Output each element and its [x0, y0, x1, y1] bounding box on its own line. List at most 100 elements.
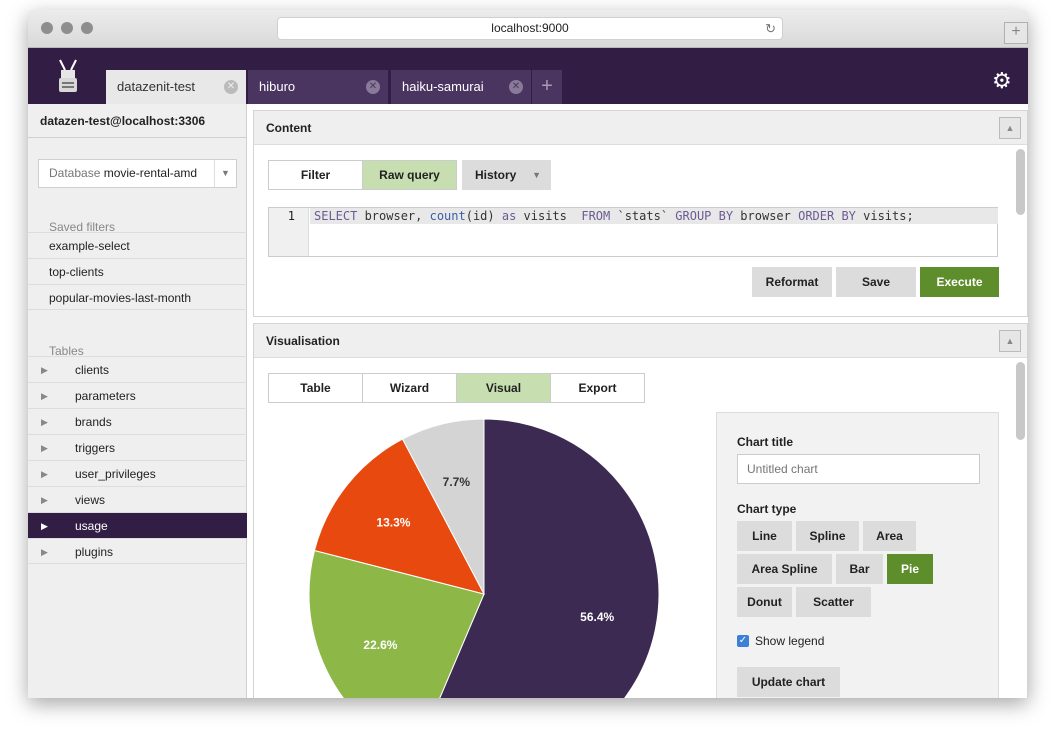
saved-filters-heading: Saved filters	[49, 220, 116, 234]
tab-label: hiburo	[259, 79, 296, 94]
database-select[interactable]: Database movie-rental-amd ▼	[38, 159, 237, 188]
sql-keyword: SELECT	[314, 209, 358, 223]
tab-raw-query[interactable]: Raw query	[363, 161, 456, 189]
tab-filter[interactable]: Filter	[269, 161, 363, 189]
reformat-button[interactable]: Reformat	[752, 267, 832, 297]
collapse-up-icon[interactable]: ▲	[999, 117, 1021, 139]
visualisation-scrollbar[interactable]	[1016, 362, 1025, 440]
table-item-clients[interactable]: ▶ clients	[28, 356, 247, 382]
chart-type-bar[interactable]: Bar	[836, 554, 883, 584]
tab-datazenit-test[interactable]: datazenit-test ✕	[106, 70, 246, 104]
close-window-button[interactable]	[41, 22, 53, 34]
content-scrollbar[interactable]	[1016, 149, 1025, 215]
chart-type-spline[interactable]: Spline	[796, 521, 859, 551]
pie-slice[interactable]	[308, 549, 485, 698]
visualisation-tabs: Table Wizard Visual Export	[268, 373, 645, 403]
table-item-triggers[interactable]: ▶ triggers	[28, 434, 247, 460]
chart-type-scatter[interactable]: Scatter	[796, 587, 871, 617]
chart-type-line[interactable]: Line	[737, 521, 792, 551]
update-chart-button[interactable]: Update chart	[737, 667, 840, 697]
close-icon[interactable]: ✕	[509, 80, 523, 94]
tab-label: haiku-samurai	[402, 79, 484, 94]
database-name: movie-rental-amd	[103, 166, 198, 180]
execute-button[interactable]: Execute	[920, 267, 999, 297]
tables-list: ▶ clients ▶ parameters ▶ brands ▶ triggers ▶…	[28, 356, 247, 564]
visualisation-panel: Visualisation ▲ Table Wizard Visual Expo…	[253, 323, 1028, 698]
table-item-usage[interactable]: ▶ usage	[28, 512, 247, 538]
close-icon[interactable]: ✕	[366, 80, 380, 94]
saved-filter-item[interactable]: example-select	[28, 232, 247, 258]
expand-triangle-icon[interactable]: ▶	[41, 417, 48, 427]
tab-visual[interactable]: Visual	[457, 374, 551, 402]
chart-type-area-spline[interactable]: Area Spline	[737, 554, 832, 584]
show-legend-label: Show legend	[755, 634, 825, 648]
show-legend-checkbox[interactable]: ✓	[737, 635, 749, 647]
main-area: Content ▲ Filter Raw query History ▼ 1 S…	[253, 110, 1028, 698]
content-panel: Content ▲ Filter Raw query History ▼ 1 S…	[253, 110, 1028, 317]
connection-name: datazen-test@localhost:3306	[28, 104, 246, 138]
chart-type-donut[interactable]: Donut	[737, 587, 792, 617]
pie-chart: 56.4% 22.6% 13.3% 7.7%	[308, 419, 660, 698]
pie-slice[interactable]	[416, 419, 660, 698]
tab-label: datazenit-test	[117, 79, 196, 94]
tab-wizard[interactable]: Wizard	[363, 374, 457, 402]
line-number: 1	[269, 208, 309, 256]
expand-triangle-icon[interactable]: ▶	[41, 495, 48, 505]
pie-slice-label: 56.4%	[580, 610, 614, 624]
saved-filter-item[interactable]: top-clients	[28, 258, 247, 284]
table-item-plugins[interactable]: ▶ plugins	[28, 538, 247, 564]
sql-function: count	[429, 209, 466, 223]
expand-triangle-icon[interactable]: ▶	[41, 469, 48, 479]
save-button[interactable]: Save	[836, 267, 916, 297]
pie-slice-label: 22.6%	[363, 638, 397, 652]
pie-slice[interactable]	[401, 419, 485, 595]
minimize-window-button[interactable]	[61, 22, 73, 34]
history-label: History	[475, 168, 517, 182]
tab-table[interactable]: Table	[269, 374, 363, 402]
saved-filters-list: example-select top-clients popular-movie…	[28, 232, 247, 310]
pie-slice-label: 7.7%	[443, 475, 471, 489]
browser-titlebar: localhost:9000 ↻ +	[28, 10, 1028, 48]
table-label: triggers	[75, 441, 116, 455]
table-label: plugins	[75, 545, 114, 559]
chevron-down-icon[interactable]: ▼	[214, 160, 236, 187]
table-label: usage	[75, 519, 108, 533]
tab-haiku-samurai[interactable]: haiku-samurai ✕	[391, 70, 531, 104]
zoom-window-button[interactable]	[81, 22, 93, 34]
robot-logo-icon	[59, 59, 77, 92]
table-label: clients	[75, 363, 110, 377]
expand-triangle-icon[interactable]: ▶	[41, 443, 48, 453]
sql-keyword: GROUP BY	[675, 209, 734, 223]
chart-title-input[interactable]	[737, 454, 980, 484]
history-button[interactable]: History ▼	[462, 160, 551, 190]
chart-type-area[interactable]: Area	[863, 521, 916, 551]
expand-triangle-icon[interactable]: ▶	[41, 547, 48, 557]
close-icon[interactable]: ✕	[224, 80, 238, 94]
table-item-brands[interactable]: ▶ brands	[28, 408, 247, 434]
table-item-user-privileges[interactable]: ▶ user_privileges	[28, 460, 247, 486]
table-item-parameters[interactable]: ▶ parameters	[28, 382, 247, 408]
reload-icon[interactable]: ↻	[765, 21, 776, 36]
tab-export[interactable]: Export	[551, 374, 644, 402]
tab-hiburo[interactable]: hiburo ✕	[248, 70, 388, 104]
expand-triangle-icon[interactable]: ▶	[41, 521, 48, 531]
content-panel-title: Content	[254, 111, 1027, 145]
sql-keyword: ORDER BY	[798, 209, 856, 223]
pie-slice[interactable]	[313, 438, 485, 595]
sql-keyword: FROM	[581, 209, 611, 223]
saved-filter-item[interactable]: popular-movies-last-month	[28, 284, 247, 310]
sql-editor[interactable]: 1 SELECT browser, count(id) as visits FR…	[268, 207, 998, 257]
table-label: brands	[75, 415, 112, 429]
table-item-views[interactable]: ▶ views	[28, 486, 247, 512]
url-text: localhost:9000	[491, 21, 569, 35]
collapse-up-icon[interactable]: ▲	[999, 330, 1021, 352]
expand-triangle-icon[interactable]: ▶	[41, 391, 48, 401]
address-bar[interactable]: localhost:9000 ↻	[277, 17, 783, 40]
plus-icon[interactable]: +	[1004, 22, 1028, 44]
expand-triangle-icon[interactable]: ▶	[41, 365, 48, 375]
gear-icon[interactable]: ⚙	[992, 68, 1012, 93]
add-tab-button[interactable]: +	[532, 70, 562, 104]
query-code[interactable]: SELECT browser, count(id) as visits FROM…	[310, 208, 998, 224]
chart-type-pie[interactable]: Pie	[887, 554, 933, 584]
pie-slice-label: 13.3%	[376, 515, 410, 529]
